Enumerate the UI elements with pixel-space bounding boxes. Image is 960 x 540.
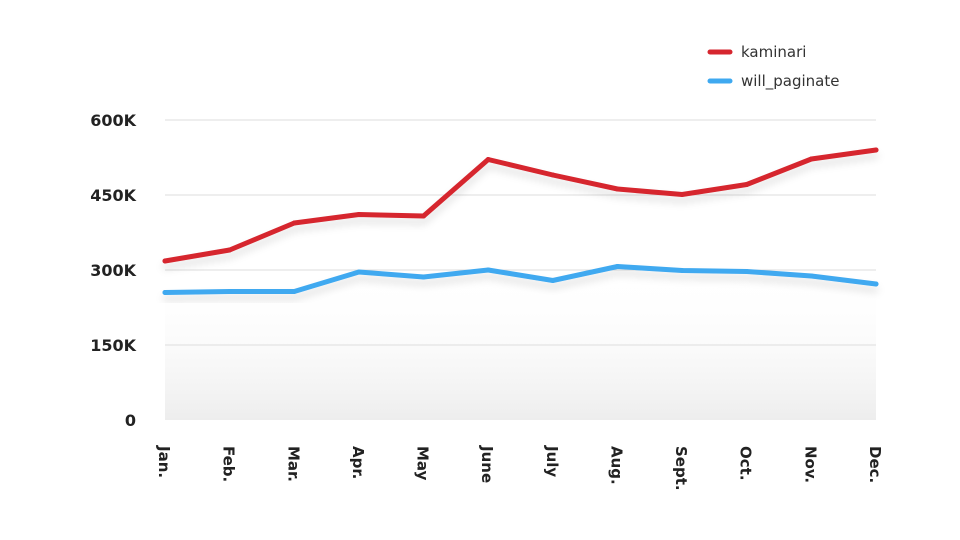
data-point bbox=[227, 247, 233, 253]
x-tick-label: Oct. bbox=[737, 446, 755, 481]
data-point bbox=[162, 290, 168, 295]
data-point bbox=[356, 212, 362, 217]
data-point bbox=[873, 281, 879, 287]
data-point bbox=[421, 213, 427, 219]
x-axis: Jan. Feb. Mar. Apr. May June July Aug. Sept. Oct.… bbox=[155, 445, 884, 491]
legend: kaminari will_paginate bbox=[707, 43, 839, 91]
data-point bbox=[808, 273, 814, 279]
x-tick-label: Feb. bbox=[220, 446, 238, 482]
x-tick-label: Apr. bbox=[349, 446, 367, 479]
y-tick-label: 450K bbox=[90, 186, 136, 205]
data-point bbox=[485, 157, 491, 162]
data-point bbox=[291, 289, 297, 294]
x-tick-label: Nov. bbox=[801, 446, 819, 483]
data-point bbox=[356, 269, 362, 275]
x-tick-label: July bbox=[543, 445, 561, 477]
data-point bbox=[291, 220, 297, 226]
x-tick-label: Sept. bbox=[672, 446, 690, 491]
legend-label: kaminari bbox=[741, 43, 806, 61]
data-point bbox=[679, 192, 685, 197]
data-point bbox=[227, 289, 233, 294]
data-point bbox=[614, 186, 620, 192]
data-point bbox=[550, 172, 556, 178]
data-point bbox=[679, 268, 685, 273]
x-tick-label: June bbox=[478, 445, 496, 483]
data-point bbox=[808, 156, 814, 162]
y-tick-label: 300K bbox=[90, 261, 136, 280]
x-tick-label: Aug. bbox=[607, 446, 625, 485]
x-tick-label: Dec. bbox=[866, 446, 884, 483]
series-line-kaminari bbox=[162, 147, 879, 264]
series-line-will-paginate bbox=[162, 264, 879, 295]
data-point bbox=[873, 147, 879, 153]
x-tick-label: Jan. bbox=[155, 445, 173, 478]
legend-label: will_paginate bbox=[741, 72, 839, 91]
x-tick-label: May bbox=[414, 446, 432, 481]
series-lines bbox=[162, 147, 879, 295]
data-point bbox=[614, 264, 620, 269]
data-point bbox=[162, 258, 168, 264]
y-tick-label: 600K bbox=[90, 111, 136, 130]
data-point bbox=[744, 182, 750, 187]
data-point bbox=[744, 269, 750, 274]
x-tick-label: Mar. bbox=[284, 446, 302, 482]
data-point bbox=[485, 267, 491, 273]
y-tick-label: 150K bbox=[90, 336, 136, 355]
y-tick-label: 0 bbox=[125, 411, 136, 430]
y-axis: 600K 450K 300K 150K 0 bbox=[90, 111, 136, 430]
data-point bbox=[550, 278, 556, 283]
data-point bbox=[421, 274, 427, 280]
